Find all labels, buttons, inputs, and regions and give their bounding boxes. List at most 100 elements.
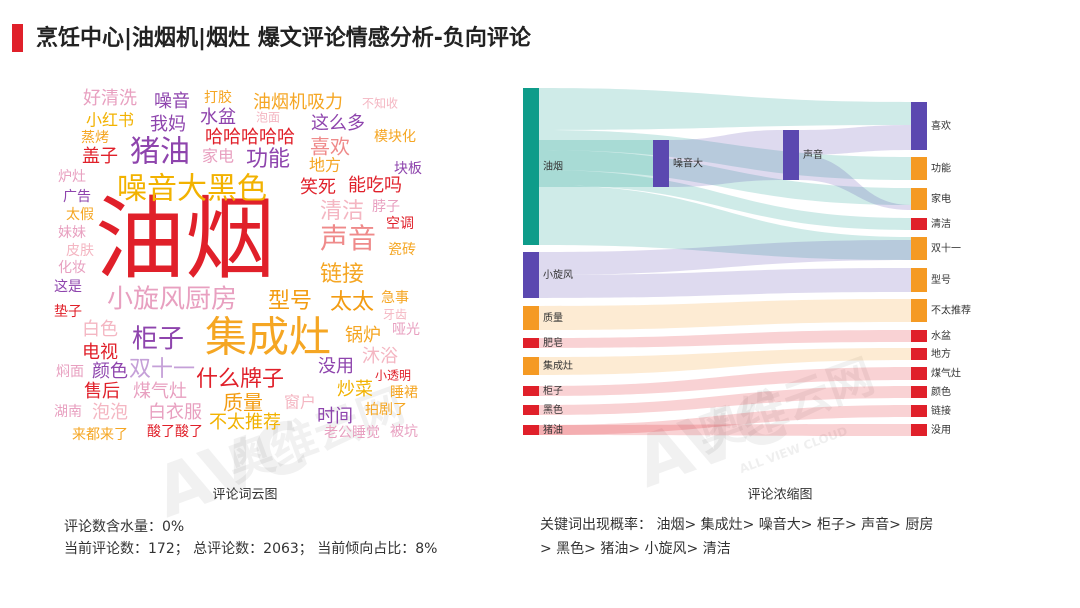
node-label: 柜子 (543, 384, 563, 397)
sankey-node (911, 102, 927, 150)
cloud-word: 块板 (394, 161, 422, 177)
node-label: 链接 (931, 404, 951, 417)
cloud-word: 颜色 (92, 361, 128, 382)
cloud-word: 空调 (386, 216, 414, 232)
sankey-node (523, 252, 539, 298)
sankey-link (799, 155, 911, 210)
node-label: 水盆 (931, 329, 951, 342)
sankey-node (523, 357, 539, 375)
cloud-word: 模块化 (374, 129, 416, 145)
cloud-word: 广告 (63, 189, 91, 205)
cloud-word: 不太推荐 (209, 412, 281, 433)
cloud-word: 油烟 (95, 187, 275, 292)
cloud-word: 这是 (54, 278, 82, 295)
cloud-word: 沐浴 (362, 346, 398, 367)
sankey-link (539, 424, 911, 436)
sankey-link (539, 348, 911, 375)
cloud-word: 小旋风厨房 (107, 285, 237, 315)
sankey-link (539, 130, 911, 180)
sankey-link (539, 268, 911, 298)
sankey-node (911, 299, 927, 322)
cloud-word: 盖子 (82, 146, 118, 167)
sankey-link (539, 150, 911, 205)
node-label: 家电 (931, 192, 951, 205)
cloud-word: 垫子 (54, 304, 82, 320)
node-label: 肥皂 (543, 336, 563, 349)
sankey-node (523, 306, 539, 330)
cloud-word: 皮肤 (66, 243, 94, 259)
sankey-link (539, 185, 911, 260)
cloud-word: 泡泡 (92, 402, 128, 423)
cloud-word: 焖面 (56, 364, 84, 380)
cloud-word: 急事 (381, 290, 409, 306)
cloud-word: 电视 (82, 342, 118, 363)
cloud-word: 湖南 (54, 404, 82, 420)
sankey-node (911, 237, 927, 260)
cloud-word: 来都来了 (72, 427, 128, 443)
cloud-word: 哈哈哈哈哈 (205, 127, 295, 148)
cloud-word: 窗户 (284, 393, 316, 412)
sankey-link (799, 125, 911, 155)
cloud-word: 时间 (317, 406, 353, 427)
sankey-link (539, 170, 911, 230)
cloud-word: 被坑 (390, 424, 418, 440)
cloud-word: 售后 (84, 381, 120, 402)
cloud-word: 什么牌子 (196, 367, 284, 392)
keywords: > 黑色> 猪油> 小旋风> 清洁 (540, 540, 731, 557)
cloud-word: 化妆 (58, 260, 86, 276)
sankey-node (911, 188, 927, 210)
cloud-word: 质量 (223, 391, 263, 415)
cloud-word: 老公睡觉 (324, 425, 380, 441)
sankey-node (911, 367, 927, 380)
sankey-node (911, 424, 927, 436)
sankey-link (539, 88, 911, 130)
sankey-link (669, 130, 783, 187)
node-label: 油烟 (543, 160, 563, 173)
sankey-node (523, 386, 539, 396)
cloud-word: 太假 (66, 207, 94, 223)
cloud-word: 白色 (82, 319, 118, 340)
cloud-word: 链接 (320, 262, 364, 287)
caption: 评论词云图 (212, 488, 277, 503)
sankey-link (539, 386, 911, 415)
sankey-node (523, 425, 539, 435)
node-label: 黑色 (543, 403, 563, 416)
keywords: 关键词出现概率： 油烟> 集成灶> 噪音大> 柜子> 声音> 厨房 (540, 516, 933, 533)
cloud-word: 牙齿 (383, 308, 407, 322)
title-bar (12, 24, 23, 52)
cloud-word: 瓷砖 (388, 242, 416, 258)
sankey-node (523, 88, 539, 245)
sankey-node (911, 405, 927, 417)
sankey-node (523, 338, 539, 348)
cloud-word: 泡面 (256, 111, 280, 125)
cloud-word: 蒸烤 (81, 130, 109, 146)
sankey-link (539, 330, 911, 348)
node-label: 喜欢 (931, 119, 951, 132)
node-label: 颜色 (931, 385, 951, 398)
cloud-word: 妹妹 (58, 225, 86, 241)
node-label: 质量 (543, 312, 563, 324)
cloud-word: 家电 (202, 147, 234, 166)
cloud-word: 能吃吗 (348, 175, 402, 196)
stats: 当前评论数：172； 总评论数：2063； 当前倾向占比：8% (64, 540, 437, 557)
cloud-word: 太太 (330, 290, 374, 315)
sankey-link (539, 299, 911, 330)
cloud-word: 睡裙 (390, 385, 418, 401)
sankey-link (539, 140, 653, 187)
node-label: 噪音大 (673, 157, 703, 170)
cloud-word: 炉灶 (58, 169, 86, 185)
sankey-node (911, 268, 927, 292)
node-label: 集成灶 (543, 359, 573, 372)
cloud-word: 酸了酸了 (147, 424, 203, 440)
sankey-node (911, 386, 927, 398)
node-label: 不太推荐 (931, 304, 971, 317)
sankey-node (911, 218, 927, 230)
cloud-word: 白衣服 (148, 402, 202, 423)
node-label: 小旋风 (543, 268, 573, 281)
cloud-word: 我妈 (150, 114, 186, 135)
sankey-node (911, 348, 927, 360)
cloud-word: 小透明 (375, 369, 411, 383)
sankey-node (783, 130, 799, 180)
